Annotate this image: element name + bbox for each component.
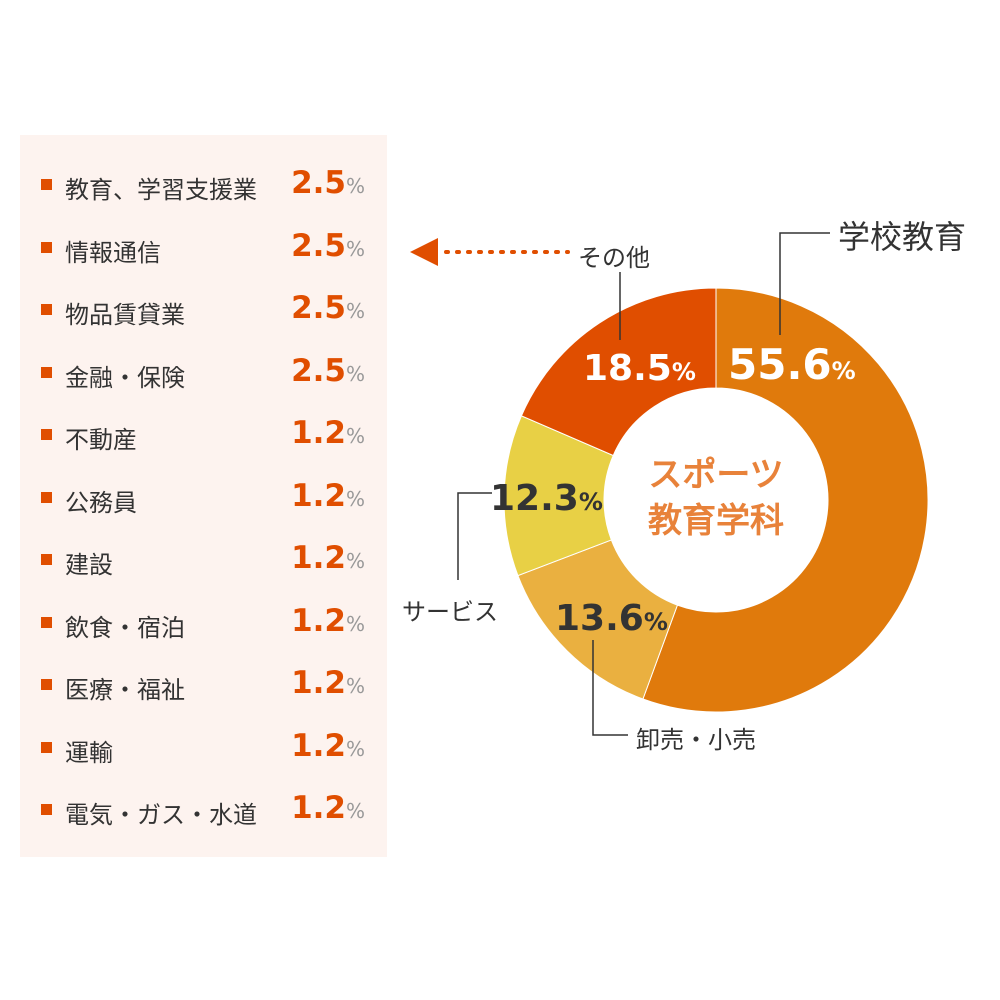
legend-item: 教育、学習支援業 2.5% (20, 165, 387, 205)
legend-value: 1.2% (291, 790, 365, 826)
legend-item: 医療・福祉 1.2% (20, 665, 387, 705)
legend-item: 飲食・宿泊 1.2% (20, 603, 387, 643)
legend-label: 公務員 (65, 488, 137, 517)
legend-item: 情報通信 2.5% (20, 228, 387, 268)
legend-label: 飲食・宿泊 (65, 613, 185, 642)
label-school: 学校教育 (838, 218, 967, 256)
donut-slice (642, 287, 929, 713)
legend-item: 運輸 1.2% (20, 728, 387, 768)
legend-value: 1.2% (291, 602, 365, 639)
legend-bullet-icon (41, 741, 52, 753)
legend-value: 1.2% (291, 727, 365, 764)
legend-bullet-icon (41, 304, 52, 315)
legend-item: 公務員 1.2% (20, 478, 387, 518)
legend-label: 建設 (65, 551, 113, 579)
center-label-line1: スポーツ (648, 455, 784, 495)
pct-retail: 13.6% (555, 598, 668, 639)
legend-label: 金融・保険 (65, 363, 185, 392)
legend-bullet-icon (41, 804, 52, 815)
legend-item: 電気・ガス・水道 1.2% (20, 790, 387, 830)
legend-bullet-icon (41, 554, 52, 565)
legend-bullet-icon (41, 679, 52, 690)
legend-bullet-icon (41, 616, 52, 628)
pct-other: 18.5% (583, 348, 696, 389)
legend-item: 建設 1.2% (20, 540, 387, 580)
label-retail: 卸売・小売 (636, 726, 756, 754)
legend-value: 1.2% (291, 477, 365, 514)
legend-item: 物品賃貸業 2.5% (20, 290, 387, 330)
legend-value: 2.5% (291, 290, 365, 326)
legend-label: 電気・ガス・水道 (65, 801, 257, 829)
legend-label: 不動産 (65, 426, 137, 454)
legend-label: 教育、学習支援業 (65, 176, 257, 204)
legend-value: 2.5% (291, 352, 365, 389)
legend-label: 医療・福祉 (65, 676, 185, 704)
label-other: その他 (578, 244, 650, 272)
legend-bullet-icon (41, 241, 52, 253)
legend-bullet-icon (41, 179, 52, 190)
label-service: サービス (402, 598, 498, 626)
legend-label: 運輸 (65, 738, 113, 767)
legend-item: 金融・保険 2.5% (20, 353, 387, 393)
legend-item: 不動産 1.2% (20, 415, 387, 455)
legend-label: 情報通信 (65, 238, 161, 267)
center-label-line2: 教育学科 (648, 501, 784, 541)
pct-school: 55.6% (728, 340, 856, 389)
legend-label: 物品賃貸業 (65, 301, 185, 329)
legend-value: 1.2% (291, 415, 365, 451)
center-label: スポーツ 教育学科 (616, 452, 816, 544)
leader-line-school (779, 232, 830, 335)
legend-bullet-icon (41, 429, 52, 440)
arrow-left-icon (410, 238, 438, 266)
other-breakdown-legend: 教育、学習支援業 2.5% 情報通信 2.5% 物品賃貸業 2.5% 金融・保険… (20, 135, 387, 857)
legend-value: 1.2% (291, 540, 365, 576)
leader-line-retail (592, 640, 628, 736)
leader-line-service (457, 492, 492, 580)
pct-service: 12.3% (490, 478, 603, 519)
legend-value: 2.5% (291, 227, 365, 264)
legend-value: 1.2% (291, 665, 365, 701)
legend-bullet-icon (41, 491, 52, 503)
legend-bullet-icon (41, 366, 52, 378)
legend-value: 2.5% (291, 165, 365, 201)
donut-slice (520, 287, 717, 457)
